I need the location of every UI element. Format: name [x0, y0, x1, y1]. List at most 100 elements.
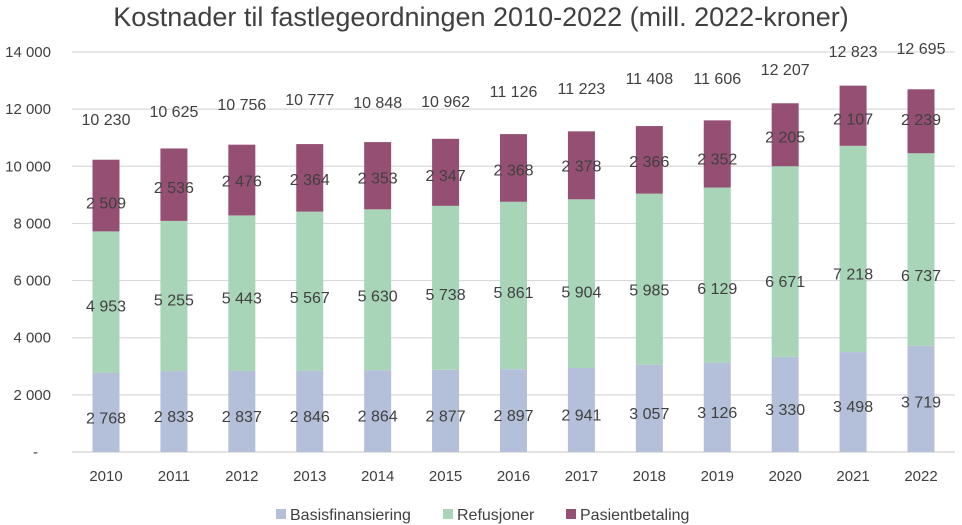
data-label-refusjoner: 5 443 — [222, 291, 262, 308]
x-tick-label: 2018 — [633, 468, 666, 485]
y-tick-label: 12 000 — [5, 101, 51, 118]
data-label-basisfinansiering: 2 837 — [222, 409, 262, 426]
y-tick-label: 4 000 — [13, 330, 51, 347]
data-label-pasientbetaling: 2 347 — [426, 168, 466, 185]
data-label-total: 11 223 — [558, 81, 606, 98]
bar-basisfinansiering-2018 — [635, 364, 663, 452]
bar-pasientbetaling-2022 — [907, 89, 935, 154]
y-tick-label: 14 000 — [5, 44, 51, 61]
data-label-basisfinansiering: 2 864 — [358, 409, 398, 426]
bar-basisfinansiering-2020 — [771, 356, 799, 452]
bar-refusjoner-2010 — [92, 231, 120, 373]
x-tick-label: 2011 — [158, 468, 190, 485]
data-label-pasientbetaling: 2 353 — [358, 170, 398, 187]
data-label-refusjoner: 5 904 — [561, 284, 601, 301]
bar-basisfinansiering-2022 — [907, 345, 935, 452]
data-label-pasientbetaling: 2 107 — [833, 112, 873, 129]
legend-label-basisfinansiering: Basisfinansiering — [290, 507, 411, 524]
data-label-pasientbetaling: 2 366 — [629, 154, 669, 171]
bar-basisfinansiering-2011 — [160, 371, 188, 452]
data-label-basisfinansiering: 2 833 — [154, 409, 194, 426]
bar-pasientbetaling-2016 — [500, 134, 527, 202]
y-axis-ticks: - 2 000 4 000 6 000 8 000 10 000 12 000 14 000 — [5, 44, 51, 461]
data-label-pasientbetaling: 2 476 — [222, 173, 262, 190]
x-tick-label: 2021 — [836, 468, 869, 485]
data-label-refusjoner: 5 861 — [493, 285, 533, 302]
bar-pasientbetaling-2014 — [364, 142, 392, 210]
data-label-refusjoner: 6 129 — [697, 281, 737, 298]
bar-refusjoner-2019 — [703, 187, 731, 363]
data-label-basisfinansiering: 2 846 — [290, 409, 330, 426]
data-label-total: 11 126 — [490, 84, 538, 101]
data-label-basisfinansiering: 2 877 — [426, 408, 466, 425]
data-label-refusjoner: 5 985 — [629, 282, 669, 299]
y-tick-label: 2 000 — [13, 387, 51, 404]
data-label-total: 10 848 — [353, 95, 402, 112]
bar-pasientbetaling-2013 — [296, 144, 324, 212]
x-tick-label: 2010 — [89, 468, 122, 485]
bar-pasientbetaling-2012 — [228, 144, 256, 216]
data-label-total: 12 823 — [829, 44, 878, 61]
legend-label-refusjoner: Refusjoner — [457, 507, 535, 524]
bar-basisfinansiering-2010 — [92, 372, 120, 452]
y-tick-label: - — [33, 444, 38, 461]
bar-pasientbetaling-2011 — [160, 148, 188, 221]
data-label-basisfinansiering: 3 498 — [833, 399, 873, 416]
data-label-pasientbetaling: 2 239 — [901, 112, 941, 129]
bar-pasientbetaling-2019 — [703, 120, 731, 188]
x-tick-label: 2016 — [497, 468, 530, 485]
data-label-total: 11 408 — [625, 71, 673, 88]
bar-pasientbetaling-2010 — [92, 159, 120, 232]
data-label-refusjoner: 5 567 — [290, 290, 330, 307]
data-labels: 2 768 4 953 2 509 10 230 2 833 5 255 2 536 10 6… — [82, 41, 946, 428]
x-tick-label: 2022 — [904, 468, 937, 485]
x-tick-label: 2015 — [429, 468, 462, 485]
data-label-total: 12 207 — [761, 62, 810, 79]
data-label-total: 11 606 — [693, 71, 741, 88]
bar-refusjoner-2015 — [432, 205, 460, 370]
data-label-pasientbetaling: 2 536 — [154, 180, 194, 197]
data-label-pasientbetaling: 2 352 — [697, 152, 737, 169]
bar-refusjoner-2020 — [771, 166, 799, 357]
data-label-refusjoner: 6 737 — [901, 268, 941, 285]
bar-refusjoner-2013 — [296, 211, 324, 371]
chart-title: Kostnader til fastlegeordningen 2010-202… — [113, 2, 848, 32]
bar-basisfinansiering-2014 — [364, 370, 392, 452]
bar-basisfinansiering-2019 — [703, 362, 731, 452]
data-label-basisfinansiering: 3 057 — [629, 406, 669, 423]
bar-basisfinansiering-2017 — [567, 367, 595, 452]
data-label-basisfinansiering: 2 941 — [561, 408, 601, 425]
bar-refusjoner-2011 — [160, 220, 188, 372]
bar-pasientbetaling-2015 — [432, 138, 460, 206]
data-label-basisfinansiering: 3 719 — [901, 395, 941, 412]
bar-pasientbetaling-2018 — [635, 126, 663, 194]
bar-basisfinansiering-2021 — [839, 352, 867, 452]
data-label-basisfinansiering: 2 768 — [86, 411, 126, 428]
data-label-total: 10 230 — [82, 112, 131, 129]
legend-label-pasientbetaling: Pasientbetaling — [580, 507, 689, 524]
bar-pasientbetaling-2020 — [771, 103, 799, 167]
data-label-total: 12 695 — [897, 41, 946, 58]
x-tick-label: 2014 — [361, 468, 394, 485]
data-label-pasientbetaling: 2 368 — [493, 162, 533, 179]
data-label-refusjoner: 5 255 — [154, 292, 194, 309]
bar-basisfinansiering-2015 — [432, 369, 460, 452]
data-label-total: 10 962 — [421, 94, 470, 111]
data-label-refusjoner: 5 630 — [358, 289, 398, 306]
y-tick-label: 6 000 — [13, 273, 51, 290]
bar-refusjoner-2012 — [228, 215, 256, 371]
data-label-refusjoner: 6 671 — [765, 274, 805, 291]
x-axis-ticks: 2010 2011 2012 2013 2014 2015 2016 2017 2018 2019… — [89, 468, 937, 485]
legend-swatch-basisfinansiering — [276, 509, 286, 519]
data-label-pasientbetaling: 2 378 — [561, 159, 601, 176]
bar-refusjoner-2018 — [635, 193, 663, 365]
bar-refusjoner-2017 — [567, 199, 595, 368]
data-label-basisfinansiering: 2 897 — [493, 408, 533, 425]
x-tick-label: 2017 — [565, 468, 598, 485]
data-label-total: 10 756 — [217, 97, 266, 114]
data-label-basisfinansiering: 3 126 — [697, 405, 737, 422]
y-tick-label: 8 000 — [13, 215, 51, 232]
bar-basisfinansiering-2016 — [500, 369, 527, 452]
data-label-refusjoner: 7 218 — [833, 266, 873, 283]
data-label-refusjoner: 4 953 — [86, 299, 126, 316]
